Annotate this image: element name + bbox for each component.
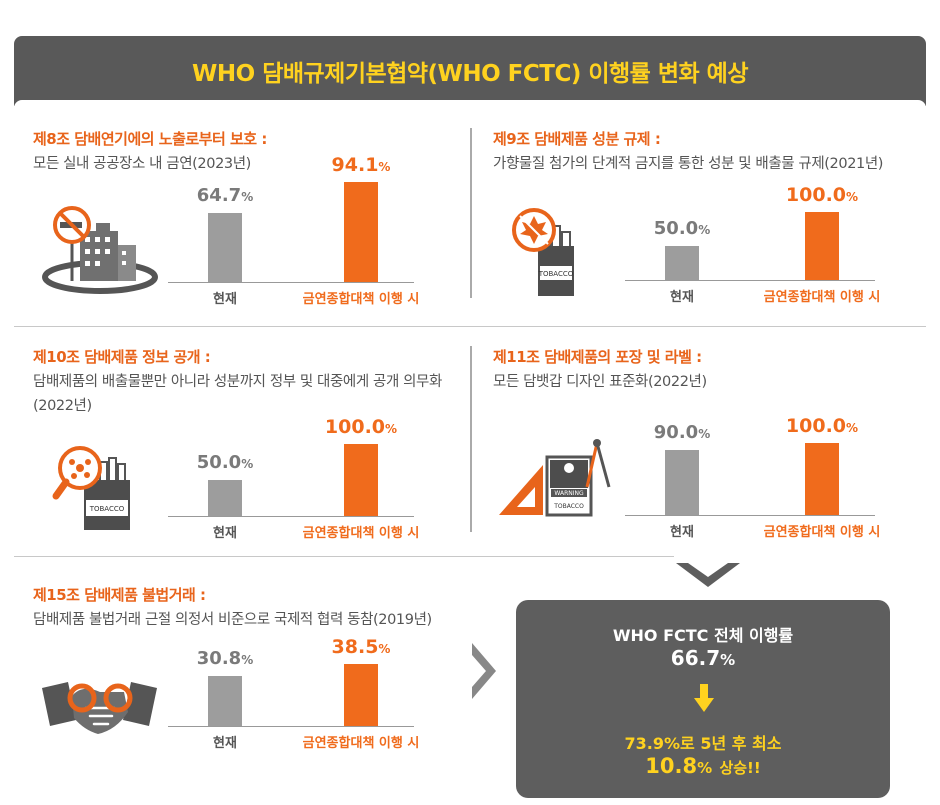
handshake-icon xyxy=(42,682,157,734)
category-label: 현재 xyxy=(213,526,237,541)
chevron-right-icon xyxy=(472,643,496,699)
header-banner: WHO 담배규제기본협약(WHO FCTC) 이행률 변화 예상 xyxy=(14,36,926,106)
chart-baseline xyxy=(168,726,414,727)
data-label: 100.0% xyxy=(785,184,859,206)
chart-baseline xyxy=(168,282,414,283)
section-desc: 모든 실내 공공장소 내 금연(2023년) xyxy=(33,156,251,172)
no-smoking-building-icon xyxy=(42,206,158,294)
summary-box: WHO FCTC 전체 이행률 66.7% 73.9%로 5년 후 최소 10.… xyxy=(516,600,890,798)
bar-policy xyxy=(344,182,378,282)
chevron-down-icon xyxy=(676,563,740,587)
header-curve xyxy=(14,100,926,114)
bar-current xyxy=(208,676,242,726)
divider xyxy=(14,556,674,557)
summary-increase-line: 73.9%로 5년 후 최소 xyxy=(624,734,782,753)
section-title: 제8조 담배연기에의 노출로부터 보호 : xyxy=(33,130,267,148)
bar-policy xyxy=(805,212,839,280)
svg-text:TOBACCO: TOBACCO xyxy=(553,503,584,510)
svg-text:TOBACCO: TOBACCO xyxy=(89,505,125,513)
data-label: 94.1% xyxy=(331,154,391,176)
ruler-compass-tobacco-icon: WARNING TOBACCO xyxy=(499,439,611,517)
data-label: 100.0% xyxy=(785,415,859,437)
section-desc: 모든 담뱃갑 디자인 표준화(2022년) xyxy=(493,374,707,390)
magnifier-tobacco-icon: TOBACCO xyxy=(52,446,130,530)
data-label: 50.0% xyxy=(653,218,711,239)
summary-current-value: 66.7 xyxy=(670,646,721,670)
category-label: 금연종합대책 이행 시 xyxy=(302,736,420,751)
divider xyxy=(470,128,472,298)
summary-current-unit: % xyxy=(720,651,736,669)
chart-baseline xyxy=(168,516,414,517)
bar-current xyxy=(665,450,699,515)
data-label: 100.0% xyxy=(324,416,398,438)
section-title: 제10조 담배제품 정보 공개 : xyxy=(33,348,211,366)
data-label: 64.7% xyxy=(196,185,254,206)
svg-text:TOBACCO: TOBACCO xyxy=(538,270,574,278)
bar-current xyxy=(665,246,699,280)
section-title: 제11조 담배제품의 포장 및 라벨 : xyxy=(493,348,702,366)
bar-current xyxy=(208,480,242,516)
summary-increase: 10.8% 상승!! xyxy=(516,754,890,778)
section-desc: 담배제품의 배출물뿐만 아니라 성분까지 정부 및 대중에게 공개 의무화(20… xyxy=(33,374,442,414)
section-desc: 가향물질 첨가의 단계적 금지를 통한 성분 및 배출물 규제(2021년) xyxy=(493,156,884,172)
divider xyxy=(470,346,472,532)
summary-increase-suffix: 상승!! xyxy=(719,759,761,777)
svg-text:WARNING: WARNING xyxy=(554,490,584,497)
bar-policy xyxy=(344,664,378,726)
category-label: 현재 xyxy=(670,525,694,540)
category-label: 현재 xyxy=(670,290,694,305)
category-label: 현재 xyxy=(213,736,237,751)
divider xyxy=(14,326,926,327)
data-label: 30.8% xyxy=(196,648,254,669)
data-label: 50.0% xyxy=(196,452,254,473)
chart-baseline xyxy=(625,280,875,281)
page-title: WHO 담배규제기본협약(WHO FCTC) 이행률 변화 예상 xyxy=(192,61,748,87)
bar-policy xyxy=(805,443,839,515)
category-label: 금연종합대책 이행 시 xyxy=(302,292,420,307)
section-title: 제9조 담배제품 성분 규제 : xyxy=(493,130,661,148)
chart-baseline xyxy=(625,515,875,516)
category-label: 금연종합대책 이행 시 xyxy=(302,526,420,541)
data-label: 38.5% xyxy=(331,636,391,658)
summary-label: WHO FCTC 전체 이행률 xyxy=(612,626,794,645)
banned-tobacco-pack-icon: TOBACCO xyxy=(512,208,574,296)
summary-increase-unit: % xyxy=(697,759,713,777)
section-title: 제15조 담배제품 불법거래 : xyxy=(33,586,206,604)
section-desc: 담배제품 불법거래 근절 의정서 비준으로 국제적 협력 동참(2019년) xyxy=(33,612,432,628)
category-label: 금연종합대책 이행 시 xyxy=(763,290,881,305)
summary-current: 66.7% xyxy=(516,646,890,670)
bar-policy xyxy=(344,444,378,516)
bar-current xyxy=(208,213,242,282)
arrow-down-icon xyxy=(694,684,714,712)
category-label: 현재 xyxy=(213,292,237,307)
summary-increase-value: 10.8 xyxy=(645,754,698,778)
data-label: 90.0% xyxy=(653,422,711,443)
category-label: 금연종합대책 이행 시 xyxy=(763,525,881,540)
